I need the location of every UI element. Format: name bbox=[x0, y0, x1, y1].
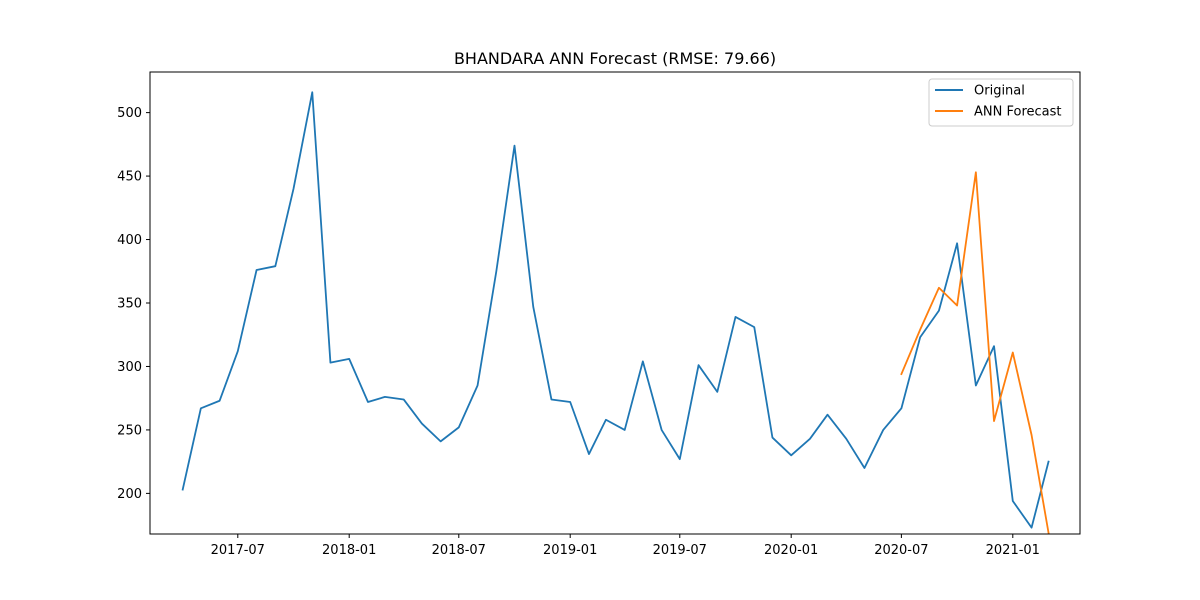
x-tick-label: 2018-01 bbox=[322, 543, 376, 558]
x-tick-label: 2017-07 bbox=[211, 543, 265, 558]
data-point bbox=[439, 440, 442, 443]
x-tick-label: 2020-01 bbox=[764, 543, 818, 558]
data-point bbox=[1011, 351, 1014, 354]
data-point bbox=[993, 345, 996, 348]
data-point bbox=[678, 458, 681, 461]
y-axis: 200 250 300 350 400 450 500 bbox=[117, 106, 150, 502]
x-tick-label: 2019-01 bbox=[543, 543, 597, 558]
x-tick-label: 2021-01 bbox=[986, 543, 1040, 558]
y-tick-label: 500 bbox=[117, 106, 142, 121]
y-tick-label: 400 bbox=[117, 233, 142, 248]
legend-label: ANN Forecast bbox=[974, 105, 1061, 120]
data-point bbox=[826, 413, 829, 416]
data-point bbox=[919, 328, 922, 331]
legend-box bbox=[928, 78, 1074, 127]
data-point bbox=[993, 420, 996, 423]
data-point bbox=[1011, 500, 1014, 503]
legend: Original ANN Forecast bbox=[928, 78, 1074, 127]
data-point bbox=[937, 309, 940, 312]
y-tick-label: 450 bbox=[117, 170, 142, 185]
data-point bbox=[199, 407, 202, 410]
data-point bbox=[348, 357, 351, 360]
x-tick-label: 2018-07 bbox=[432, 543, 486, 558]
data-point bbox=[641, 360, 644, 363]
data-point bbox=[937, 286, 940, 289]
data-point bbox=[790, 454, 793, 457]
data-point bbox=[1030, 434, 1033, 437]
data-point bbox=[604, 418, 607, 421]
data-point bbox=[532, 305, 535, 308]
series-line-1 bbox=[900, 171, 1050, 534]
data-point bbox=[623, 428, 626, 431]
y-tick-label: 200 bbox=[117, 487, 142, 502]
data-point bbox=[697, 364, 700, 367]
data-point bbox=[956, 242, 959, 245]
y-tick-label: 300 bbox=[117, 360, 142, 375]
series-layer bbox=[181, 91, 1050, 534]
series-line-0 bbox=[181, 91, 1050, 529]
data-point bbox=[900, 407, 903, 410]
data-point bbox=[476, 384, 479, 387]
data-point bbox=[420, 422, 423, 425]
data-point bbox=[218, 399, 221, 402]
data-point bbox=[900, 373, 903, 376]
data-point bbox=[181, 488, 184, 491]
y-tick-label: 350 bbox=[117, 297, 142, 312]
data-point bbox=[753, 326, 756, 329]
data-point bbox=[383, 395, 386, 398]
data-point bbox=[513, 144, 516, 147]
data-point bbox=[845, 437, 848, 440]
data-point bbox=[550, 398, 553, 401]
x-tick-label: 2020-07 bbox=[874, 543, 928, 558]
data-point bbox=[771, 436, 774, 439]
data-point bbox=[808, 437, 811, 440]
data-point bbox=[974, 384, 977, 387]
data-point bbox=[660, 428, 663, 431]
data-point bbox=[274, 265, 277, 268]
data-point bbox=[457, 426, 460, 429]
data-point bbox=[1030, 526, 1033, 529]
data-point bbox=[863, 467, 866, 470]
data-point bbox=[587, 453, 590, 456]
data-point bbox=[292, 187, 295, 190]
data-point bbox=[956, 304, 959, 307]
y-tick-label: 250 bbox=[117, 423, 142, 438]
legend-label: Original bbox=[974, 84, 1025, 99]
data-point bbox=[366, 401, 369, 404]
data-point bbox=[1047, 460, 1050, 463]
data-point bbox=[311, 91, 314, 94]
data-point bbox=[734, 315, 737, 318]
x-tick-label: 2019-07 bbox=[653, 543, 707, 558]
data-point bbox=[569, 401, 572, 404]
data-point bbox=[882, 428, 885, 431]
data-point bbox=[716, 390, 719, 393]
data-point bbox=[255, 269, 258, 272]
data-point bbox=[329, 361, 332, 364]
data-point bbox=[974, 171, 977, 174]
data-point bbox=[236, 350, 239, 353]
chart-title: BHANDARA ANN Forecast (RMSE: 79.66) bbox=[454, 49, 776, 68]
data-point bbox=[402, 398, 405, 401]
data-point bbox=[919, 336, 922, 339]
data-point bbox=[495, 270, 498, 273]
x-axis: 2017-07 2018-01 2018-07 2019-01 2019-07 2020-… bbox=[211, 534, 1040, 558]
